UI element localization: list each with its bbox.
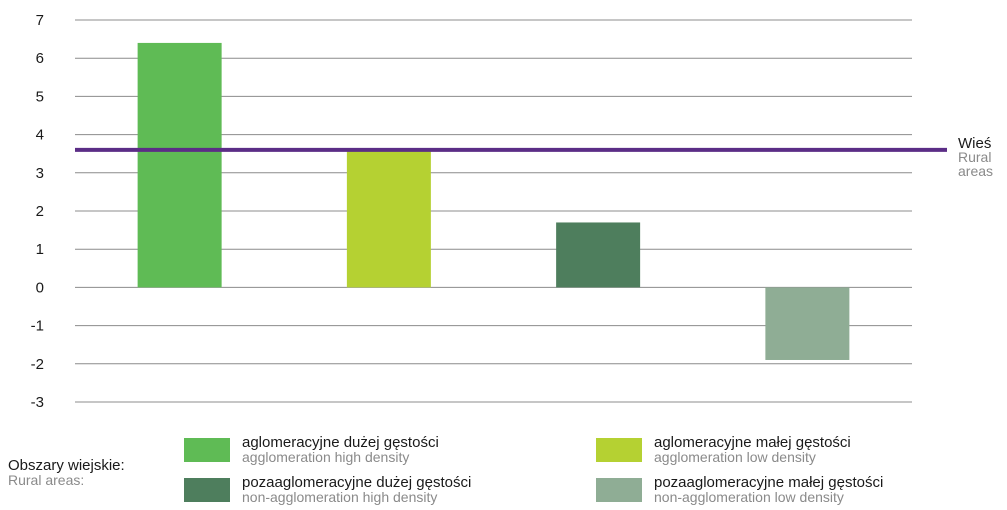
- y-tick-label: 5: [36, 88, 44, 105]
- legend-label-en: non-agglomeration low density: [654, 489, 844, 505]
- legend-label-pl: pozaaglomeracyjne małej gęstości: [654, 474, 884, 491]
- bars: [137, 42, 850, 360]
- legend-label-en: agglomeration low density: [654, 449, 816, 465]
- legend-swatch: [596, 478, 642, 502]
- legend-swatch: [184, 438, 230, 462]
- y-tick-label: 7: [36, 12, 44, 29]
- reference-line-label-en-2: areas: [958, 163, 993, 179]
- y-tick-label: -3: [31, 394, 44, 411]
- y-tick-label: 0: [36, 279, 44, 296]
- bar-agglomeration-low: [346, 149, 431, 288]
- y-tick-label: -1: [31, 318, 44, 335]
- legend-item-agglomeration-high: aglomeracyjne dużej gęstości agglomerati…: [184, 434, 439, 465]
- legend-swatch: [184, 478, 230, 502]
- legend-item-agglomeration-low: aglomeracyjne małej gęstości agglomerati…: [596, 434, 851, 465]
- legend-title-en: Rural areas:: [8, 472, 85, 488]
- reference-line-label-en-1: Rural: [958, 149, 991, 165]
- y-tick-label: 3: [36, 165, 44, 182]
- legend-title-pl: Obszary wiejskie:: [8, 457, 125, 474]
- reference-line-label-pl: Wieś: [958, 135, 991, 152]
- y-tick-label: -2: [31, 356, 44, 373]
- legend-swatch: [596, 438, 642, 462]
- y-axis: 7 6 5 4 3 2 1 0 -1 -2 -3: [31, 12, 44, 411]
- legend-item-non-agglomeration-high: pozaaglomeracyjne dużej gęstości non-agg…: [184, 474, 472, 505]
- bar-non-agglomeration-high: [556, 222, 641, 288]
- y-tick-label: 1: [36, 241, 44, 258]
- y-tick-label: 4: [36, 127, 44, 144]
- legend-item-non-agglomeration-low: pozaaglomeracyjne małej gęstości non-agg…: [596, 474, 884, 505]
- legend-title: Obszary wiejskie: Rural areas:: [8, 458, 125, 488]
- legend-label-pl: aglomeracyjne dużej gęstości: [242, 434, 439, 451]
- y-tick-label: 6: [36, 50, 44, 67]
- bar-agglomeration-high: [137, 42, 222, 288]
- legend-label-en: non-agglomeration high density: [242, 489, 438, 505]
- legend-label-pl: pozaaglomeracyjne dużej gęstości: [242, 474, 472, 491]
- legend-label-en: agglomeration high density: [242, 449, 410, 465]
- y-tick-label: 2: [36, 203, 44, 220]
- bar-non-agglomeration-low: [765, 287, 850, 360]
- legend-label-pl: aglomeracyjne małej gęstości: [654, 434, 851, 451]
